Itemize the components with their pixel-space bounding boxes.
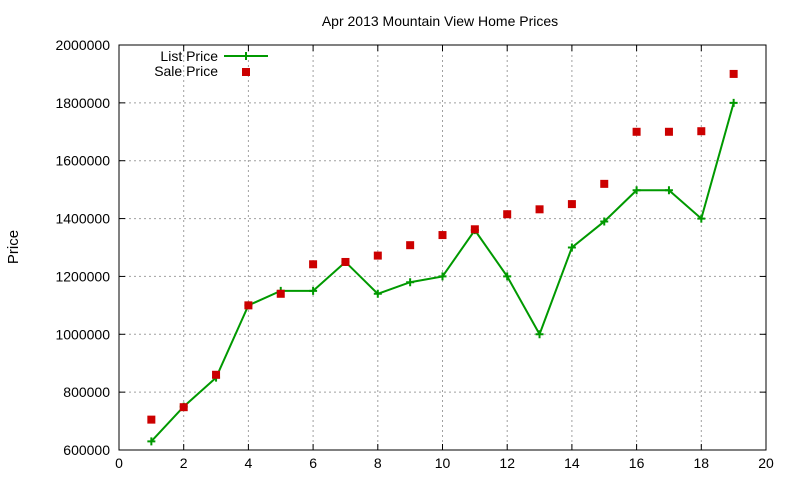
x-tick-label: 6 xyxy=(309,455,317,471)
sale-price-point xyxy=(535,205,544,214)
sale-price-point xyxy=(697,127,706,136)
list-price-point xyxy=(697,214,706,223)
x-tick-label: 8 xyxy=(374,455,382,471)
sale-price-point xyxy=(729,69,738,78)
list-price-point xyxy=(438,272,447,281)
y-tick-label: 1400000 xyxy=(55,211,110,227)
list-price-point xyxy=(567,243,576,252)
sale-price-point xyxy=(406,241,415,250)
sale-price-point xyxy=(147,415,156,424)
list-price-point xyxy=(632,186,641,195)
y-tick-label: 600000 xyxy=(63,442,110,458)
grid xyxy=(119,45,766,450)
sale-price-point xyxy=(438,231,447,240)
sale-price-point xyxy=(373,251,382,260)
x-tick-label: 12 xyxy=(499,455,515,471)
y-tick-label: 1600000 xyxy=(55,153,110,169)
chart-title: Apr 2013 Mountain View Home Prices xyxy=(322,13,558,29)
y-tick-label: 1800000 xyxy=(55,95,110,111)
sale-price-point xyxy=(212,370,221,379)
x-tick-label: 2 xyxy=(180,455,188,471)
list-price-point xyxy=(664,186,673,195)
axis-ticks: 0 2 4 6 8 10 12 14 16 18 20 600000 800000 1000000 1200… xyxy=(55,37,774,471)
x-tick-label: 14 xyxy=(564,455,580,471)
list-price-point xyxy=(309,286,318,295)
series-layer xyxy=(147,69,738,446)
list-price-point xyxy=(406,278,415,287)
x-tick-label: 4 xyxy=(245,455,253,471)
sale-price-point xyxy=(600,179,609,188)
x-tick-label: 18 xyxy=(694,455,710,471)
y-tick-label: 2000000 xyxy=(55,37,110,53)
list-price-point xyxy=(373,289,382,298)
sale-price-point xyxy=(664,127,673,136)
y-tick-label: 1000000 xyxy=(55,326,110,342)
sale-price-point xyxy=(244,301,253,310)
sale-price-point xyxy=(276,289,285,298)
list-price-point xyxy=(147,437,156,446)
legend-marker-sale-price xyxy=(242,68,250,76)
plot-frame xyxy=(118,44,767,451)
list-price-point xyxy=(600,217,609,226)
list-price-point xyxy=(729,98,738,107)
list-price-point xyxy=(503,272,512,281)
sale-price-point xyxy=(470,225,479,234)
x-tick-label: 20 xyxy=(758,455,774,471)
legend-label-list-price: List Price xyxy=(160,48,218,64)
sale-price-point xyxy=(341,257,350,266)
list-price-point xyxy=(535,330,544,339)
y-axis-label: Price xyxy=(5,230,22,264)
x-tick-label: 10 xyxy=(435,455,451,471)
sale-price-point xyxy=(179,403,188,412)
legend-marker-list-price xyxy=(242,52,250,60)
sale-price-point xyxy=(632,127,641,136)
legend-label-sale-price: Sale Price xyxy=(154,63,218,79)
x-tick-label: 0 xyxy=(115,455,123,471)
x-tick-label: 16 xyxy=(629,455,645,471)
y-tick-label: 800000 xyxy=(63,384,110,400)
y-tick-label: 1200000 xyxy=(55,268,110,284)
sale-price-point xyxy=(503,210,512,219)
sale-price-point xyxy=(567,200,576,209)
sale-price-point xyxy=(309,260,318,269)
